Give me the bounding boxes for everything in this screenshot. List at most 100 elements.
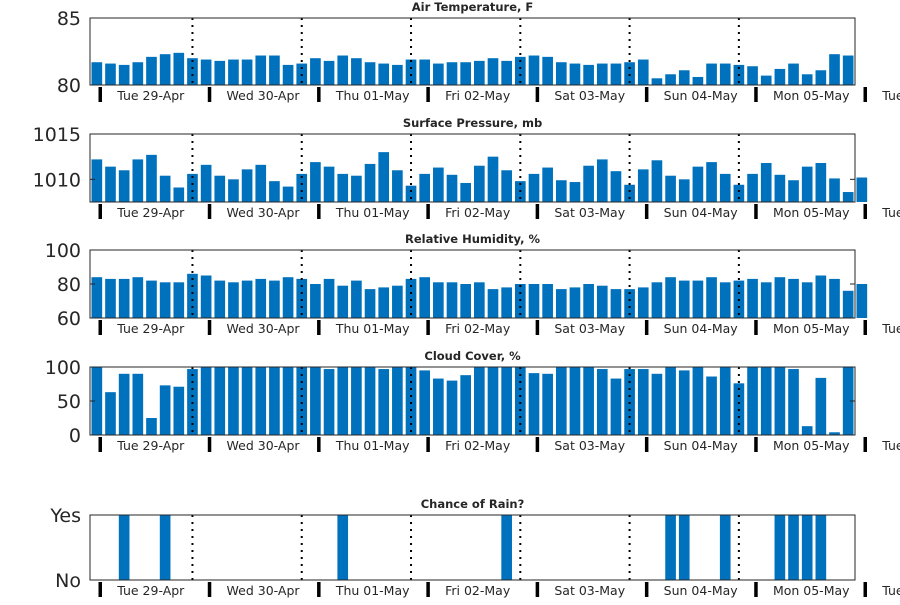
bar [760,163,772,202]
bar [474,60,485,85]
bar [282,186,294,202]
bar [542,373,553,435]
bar [678,179,690,202]
bar [815,70,827,85]
y-tick-label: 85 [57,8,81,30]
bar [132,373,144,435]
bar [214,175,226,202]
bar [364,367,376,435]
bar [214,280,226,318]
bar [337,173,349,202]
bar [665,277,676,318]
bar [392,367,403,435]
bar [474,367,485,435]
bar [132,62,144,85]
bar [255,164,267,202]
day-label: Thu 01-May [335,438,410,453]
bar [651,160,663,202]
bar [460,375,471,435]
bar [596,63,608,85]
bar [378,369,390,435]
bar [583,165,594,202]
day-label: Fri 02-May [445,583,511,598]
bar [610,171,622,202]
bar [296,367,308,435]
chart-title: Relative Humidity, % [405,232,540,246]
day-label: Tue 06-May [881,205,900,220]
bar [747,66,758,85]
day-label: Fri 02-May [445,438,511,453]
day-label: Sun 04-May [664,88,739,103]
day-label: Wed 30-Apr [227,583,301,598]
bar [405,59,417,85]
bar [692,76,704,85]
bar [433,63,444,85]
bar [542,167,553,202]
bar [392,64,403,85]
bar [801,515,813,580]
bar [282,64,294,85]
bar [542,56,553,85]
bar [733,184,745,202]
bar [665,74,676,85]
day-label: Thu 01-May [335,321,410,336]
bar [282,367,294,435]
bar [706,63,717,85]
bar [269,280,280,318]
bar [788,369,799,435]
bar [173,52,185,85]
bar [310,284,321,318]
bar [296,278,308,318]
bar [596,369,608,435]
bar [829,178,840,202]
bar [351,175,362,202]
bar [528,173,540,202]
bar [419,173,431,202]
bar [255,367,267,435]
bar [501,367,512,435]
bar [364,62,376,85]
bar [774,68,786,85]
day-label: Mon 05-May [773,88,850,103]
bar [665,515,676,580]
bar [200,275,212,318]
day-label: Sun 04-May [664,205,739,220]
bar [569,367,581,435]
bar [555,62,567,85]
y-tick-label: 0 [69,425,81,447]
bar [228,367,239,435]
bar [487,289,499,318]
bar [747,278,758,318]
bar [788,515,799,580]
bar [255,278,267,318]
day-label: Mon 05-May [773,321,850,336]
bar [132,277,144,318]
day-label: Sat 03-May [554,88,625,103]
bar [200,59,212,85]
bar [487,58,499,85]
bar [337,515,349,580]
bar [255,55,267,85]
bar [569,287,581,318]
bar [118,64,130,85]
day-label: Tue 06-May [881,438,900,453]
bar [446,282,458,318]
bar [569,63,581,85]
bar [719,367,731,435]
bar [542,284,553,318]
bar [173,386,185,435]
bar [228,282,239,318]
day-label: Tue 29-Apr [116,583,185,598]
bar [514,367,526,435]
day-label: Sat 03-May [554,205,625,220]
y-tick-label: 80 [57,274,81,296]
day-label: Tue 29-Apr [116,438,185,453]
bar [774,367,786,435]
bar [460,182,471,202]
bar [159,54,171,85]
day-label: Thu 01-May [335,205,410,220]
bar [596,159,608,202]
bar [159,385,171,435]
bar [815,163,827,202]
